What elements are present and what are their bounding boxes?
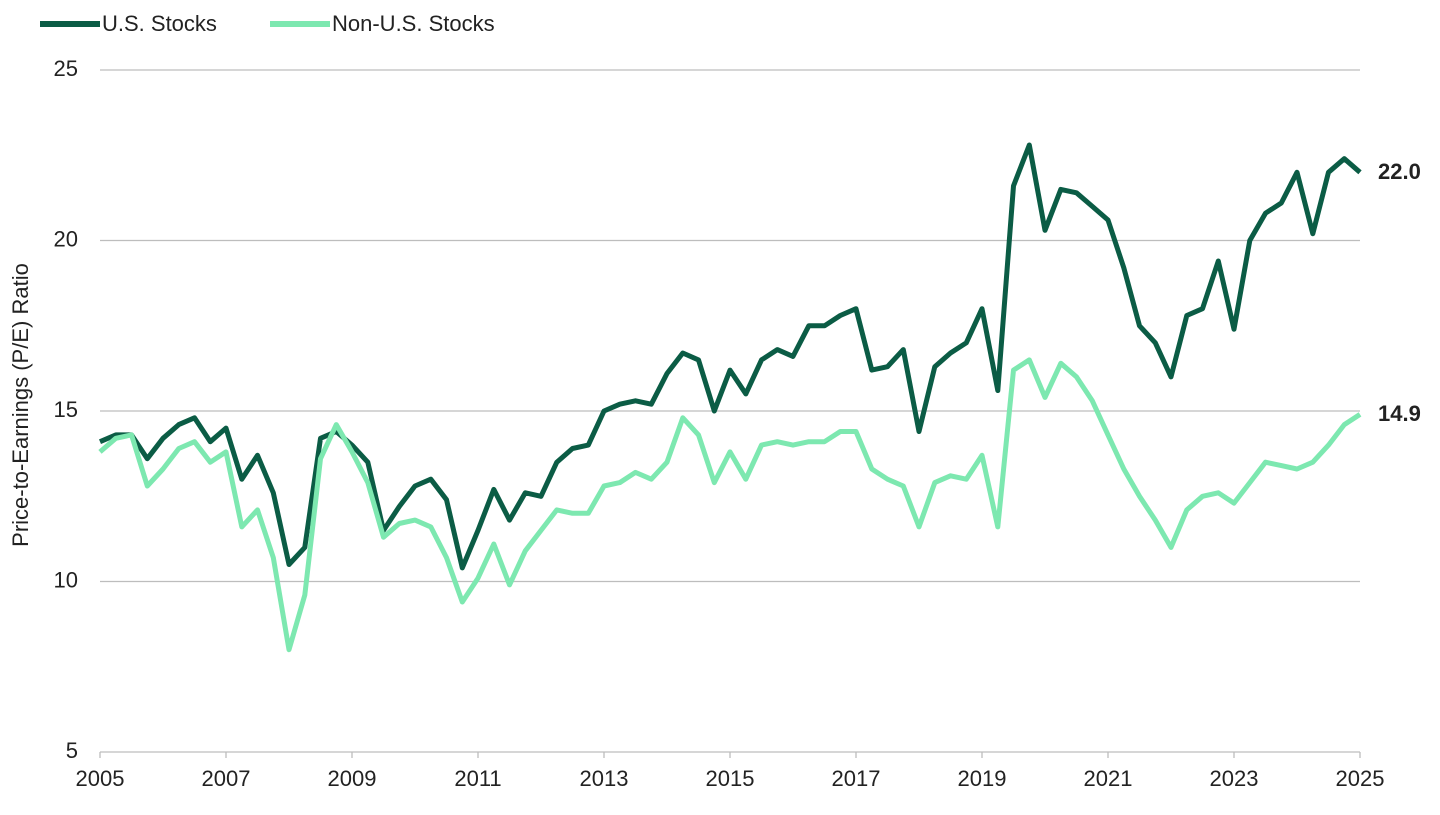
series-line <box>98 357 1362 653</box>
y-axis-title: Price-to-Earnings (P/E) Ratio <box>8 263 33 547</box>
y-tick-label: 20 <box>54 226 78 251</box>
x-tick-label: 2013 <box>580 766 629 791</box>
end-label: 14.9 <box>1378 401 1421 426</box>
legend-label: Non-U.S. Stocks <box>332 11 495 36</box>
x-tick-label: 2023 <box>1210 766 1259 791</box>
x-tick-label: 2005 <box>76 766 125 791</box>
x-tick-label: 2021 <box>1084 766 1133 791</box>
y-tick-label: 25 <box>54 56 78 81</box>
y-tick-label: 5 <box>66 738 78 763</box>
x-tick-label: 2017 <box>832 766 881 791</box>
series-line <box>99 142 1362 571</box>
x-tick-label: 2025 <box>1336 766 1385 791</box>
x-tick-label: 2019 <box>958 766 1007 791</box>
x-tick-label: 2011 <box>454 766 501 791</box>
y-tick-label: 10 <box>54 567 78 592</box>
x-tick-label: 2009 <box>328 766 377 791</box>
x-tick-label: 2007 <box>202 766 251 791</box>
x-tick-label: 2015 <box>706 766 755 791</box>
legend-label: U.S. Stocks <box>102 11 217 36</box>
end-label: 22.0 <box>1378 159 1421 184</box>
y-tick-label: 15 <box>54 397 78 422</box>
